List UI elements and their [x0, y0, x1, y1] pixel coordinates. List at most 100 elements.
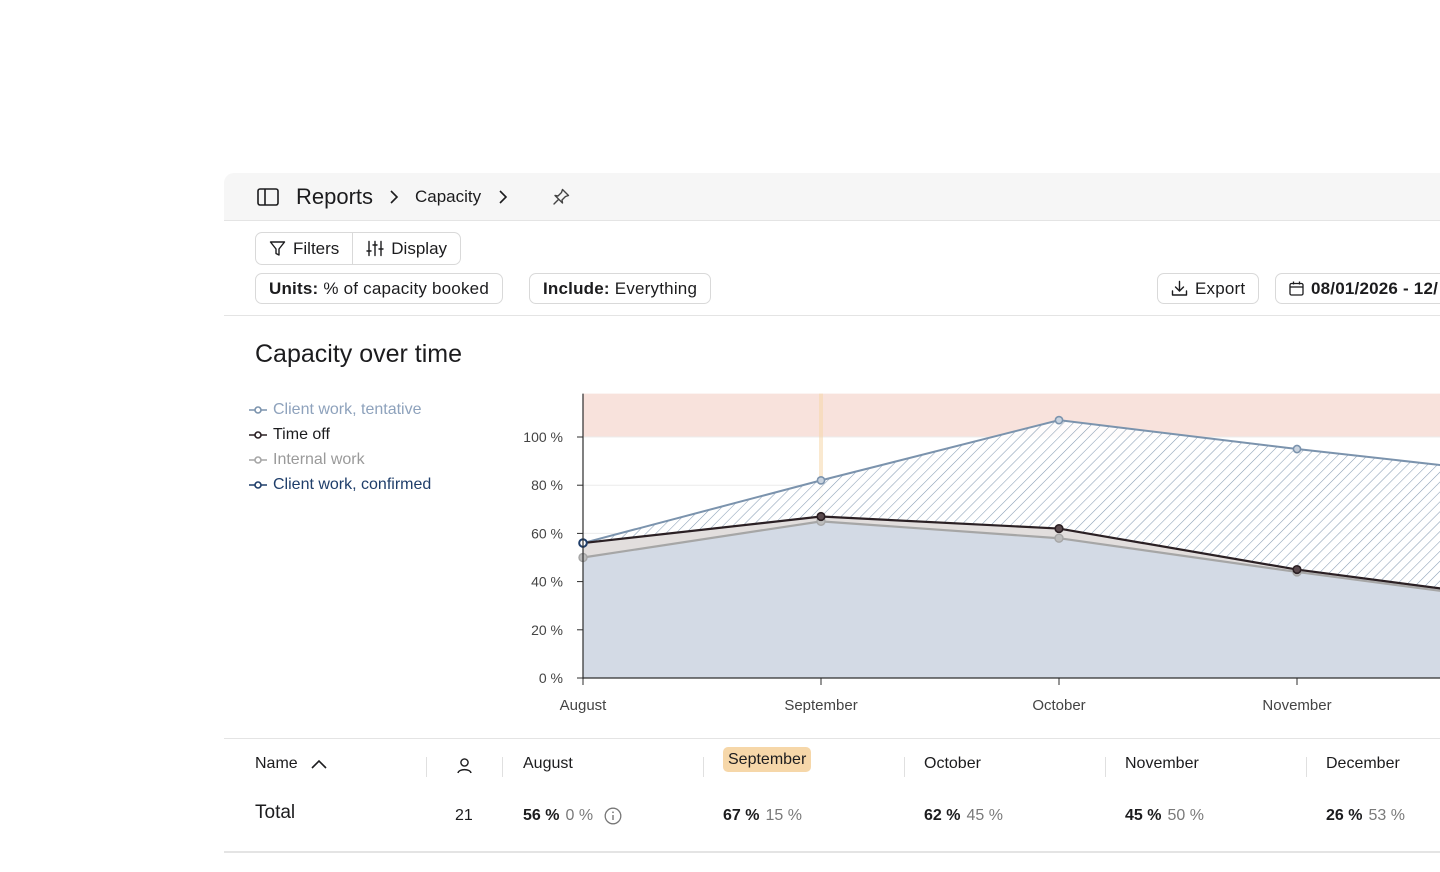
legend-item-time-off[interactable]: Time off: [248, 422, 431, 447]
column-separator: [426, 757, 427, 777]
x-tick-label: September: [784, 697, 857, 714]
download-icon: [1171, 280, 1188, 296]
month-header-october[interactable]: October: [924, 755, 981, 772]
point-tentative: [816, 475, 826, 485]
area-tentative: [583, 420, 1440, 589]
capacity-report-panel: Reports Capacity Filters: [224, 173, 1440, 853]
column-separator: [1105, 757, 1106, 777]
booked-value: 67 %: [723, 807, 760, 824]
info-icon[interactable]: [604, 807, 622, 825]
secondary-value: 45 %: [966, 807, 1003, 824]
display-button[interactable]: Display: [352, 233, 460, 264]
section-title: Capacity over time: [255, 340, 463, 368]
legend-marker-icon: [249, 430, 267, 439]
table-bottom-border: [224, 851, 1440, 853]
point-internal: [1054, 533, 1064, 543]
pin-icon[interactable]: [551, 187, 571, 207]
booked-value: 45 %: [1125, 807, 1162, 824]
booked-value: 56 %: [523, 807, 560, 824]
month-header-august[interactable]: August: [523, 755, 573, 772]
x-tick-label: August: [560, 697, 608, 714]
chart-legend: Client work, tentative Time off Internal…: [248, 397, 431, 497]
legend-label: Client work, confirmed: [273, 475, 432, 493]
total-cell-november: 45 % 50 %: [1125, 807, 1204, 825]
month-header-december[interactable]: December: [1326, 755, 1400, 772]
include-chip[interactable]: Include: Everything: [529, 273, 712, 304]
units-chip[interactable]: Units: % of capacity booked: [255, 273, 503, 304]
legend-item-tentative[interactable]: Client work, tentative: [248, 397, 431, 422]
booked-value: 26 %: [1326, 807, 1363, 824]
date-range-picker[interactable]: 08/01/2026 - 12/: [1275, 273, 1440, 304]
month-header-september[interactable]: September: [723, 747, 812, 772]
breadcrumb-capacity[interactable]: Capacity: [415, 187, 482, 206]
filter-display-group: Filters Display: [255, 232, 462, 265]
total-cell-october: 62 % 45 %: [924, 807, 1003, 825]
total-people-count: 21: [455, 807, 473, 824]
total-cell-december: 26 % 53 %: [1326, 807, 1405, 825]
current-month-label: September: [723, 747, 812, 772]
chevron-right-icon[interactable]: [496, 188, 510, 206]
sliders-icon: [366, 240, 384, 257]
legend-label: Internal work: [273, 450, 365, 468]
people-column-header[interactable]: [456, 757, 473, 779]
booked-value: 62 %: [924, 807, 961, 824]
legend-marker-icon: [249, 405, 267, 414]
include-value: Everything: [614, 278, 698, 298]
name-column-header[interactable]: Name: [255, 755, 328, 773]
display-label: Display: [391, 238, 448, 258]
filters-button[interactable]: Filters: [256, 233, 352, 264]
include-key: Include:: [543, 278, 610, 298]
total-cell-september: 67 % 15 %: [723, 807, 802, 825]
sidebar-toggle-icon[interactable]: [257, 188, 279, 206]
chevron-right-icon: [387, 188, 401, 206]
point-time-off: [1292, 564, 1302, 575]
export-label: Export: [1195, 278, 1246, 298]
y-tick-label: 20 %: [531, 622, 563, 638]
capacity-chart: 0 % 20 % 40 % 60 % 80 % 100 % August September O…: [523, 393, 1440, 714]
point-time-off: [816, 511, 826, 522]
legend-label: Client work, tentative: [273, 400, 422, 418]
y-tick-label: 100 %: [523, 429, 563, 445]
units-value: % of capacity booked: [323, 278, 489, 298]
secondary-value: 53 %: [1368, 807, 1405, 824]
y-tick-label: 40 %: [531, 574, 563, 590]
area-confirmed: [583, 521, 1440, 678]
point-time-off: [1054, 523, 1064, 534]
column-separator: [904, 757, 905, 777]
point-tentative: [1292, 444, 1302, 454]
person-icon: [457, 758, 472, 774]
export-button[interactable]: Export: [1157, 273, 1260, 304]
secondary-value: 50 %: [1167, 807, 1204, 824]
total-row-label: Total: [255, 802, 296, 823]
x-tick-label: October: [1032, 697, 1085, 714]
over-capacity-band: [583, 393, 1440, 437]
secondary-value: 15 %: [765, 807, 802, 824]
chevron-up-icon: [311, 759, 327, 769]
divider: [224, 315, 1440, 316]
x-tick-label: November: [1262, 697, 1331, 714]
point-tentative: [1054, 415, 1064, 425]
total-cell-august: 56 % 0 %: [523, 807, 622, 825]
column-separator: [703, 757, 704, 777]
breadcrumb-reports[interactable]: Reports: [296, 184, 374, 209]
filter-icon: [269, 241, 286, 256]
y-tick-label: 0 %: [539, 670, 563, 686]
divider: [224, 738, 1440, 739]
area-time-off: [583, 516, 1440, 591]
column-separator: [1306, 757, 1307, 777]
units-key: Units:: [269, 278, 319, 298]
legend-marker-icon: [249, 455, 267, 464]
name-header-label: Name: [255, 755, 298, 772]
legend-marker-icon: [249, 480, 267, 489]
legend-item-confirmed[interactable]: Client work, confirmed: [248, 472, 431, 497]
column-separator: [502, 757, 503, 777]
date-range-value: 08/01/2026 - 12/: [1311, 278, 1439, 298]
legend-label: Time off: [273, 425, 330, 443]
y-tick-label: 80 %: [531, 477, 563, 493]
top-bar: Reports Capacity: [224, 173, 1440, 221]
secondary-value: 0 %: [565, 807, 594, 824]
calendar-icon: [1289, 281, 1304, 296]
filters-label: Filters: [293, 238, 340, 258]
month-header-november[interactable]: November: [1125, 755, 1199, 772]
legend-item-internal[interactable]: Internal work: [248, 447, 431, 472]
